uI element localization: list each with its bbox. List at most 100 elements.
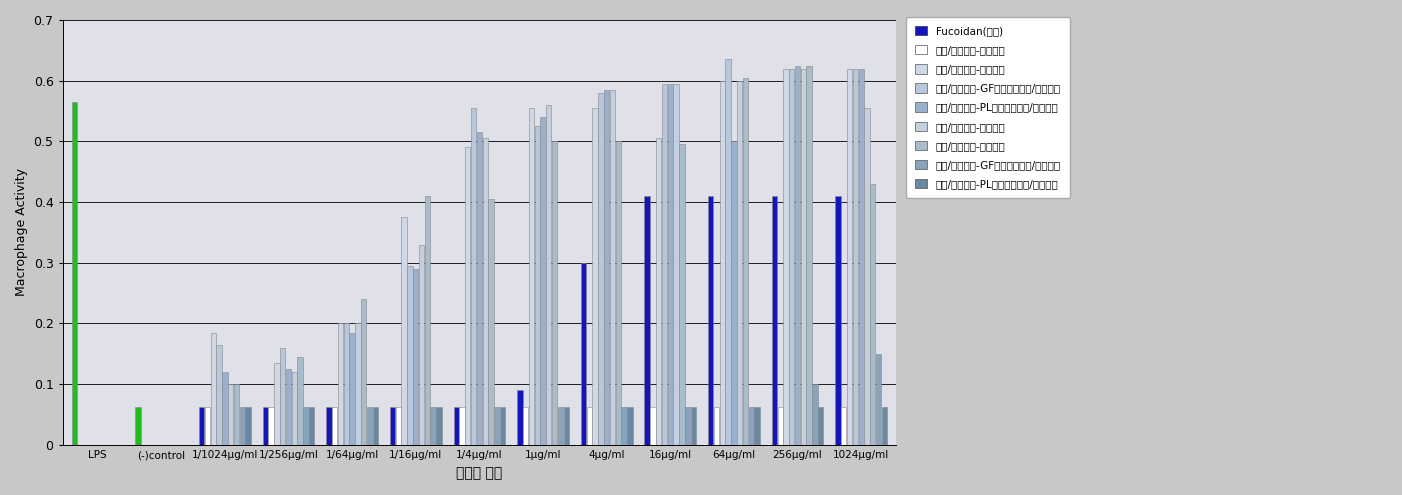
Bar bbox=[268, 407, 273, 445]
Bar bbox=[436, 407, 442, 445]
Bar bbox=[784, 69, 789, 445]
Bar bbox=[743, 78, 749, 445]
Bar bbox=[338, 324, 343, 445]
Bar bbox=[262, 407, 268, 445]
Bar bbox=[471, 108, 477, 445]
Bar bbox=[517, 390, 523, 445]
Bar bbox=[679, 145, 684, 445]
Bar bbox=[812, 384, 817, 445]
Bar bbox=[662, 84, 667, 445]
X-axis label: 과형분 농도: 과형분 농도 bbox=[456, 466, 502, 480]
Bar bbox=[349, 333, 355, 445]
Bar bbox=[858, 69, 864, 445]
Bar bbox=[401, 217, 407, 445]
Bar bbox=[673, 84, 679, 445]
Bar bbox=[754, 407, 760, 445]
Bar bbox=[836, 196, 841, 445]
Bar bbox=[604, 90, 610, 445]
Bar bbox=[355, 324, 360, 445]
Bar bbox=[615, 142, 621, 445]
Bar bbox=[852, 69, 858, 445]
Bar bbox=[229, 384, 233, 445]
Bar bbox=[430, 407, 436, 445]
Bar bbox=[327, 407, 332, 445]
Bar bbox=[501, 407, 505, 445]
Bar bbox=[523, 407, 529, 445]
Bar bbox=[714, 407, 719, 445]
Bar bbox=[395, 407, 401, 445]
Y-axis label: Macrophage Activity: Macrophage Activity bbox=[15, 168, 28, 297]
Bar bbox=[667, 84, 673, 445]
Bar bbox=[871, 184, 875, 445]
Bar bbox=[477, 132, 482, 445]
Bar bbox=[547, 105, 551, 445]
Bar bbox=[240, 407, 245, 445]
Bar bbox=[332, 407, 338, 445]
Legend: Fucoidan(해원), 롤잎/한방약초-실온추출, 롤잎/한방약초-열수추출, 롤잎/한방약초-GF버섯균사발효/효소처리, 롤잎/한방약초-PL버섯균사발: Fucoidan(해원), 롤잎/한방약초-실온추출, 롤잎/한방약초-열수추출… bbox=[906, 17, 1070, 198]
Bar bbox=[725, 59, 730, 445]
Bar bbox=[627, 407, 632, 445]
Bar bbox=[343, 324, 349, 445]
Bar bbox=[460, 407, 464, 445]
Bar bbox=[408, 266, 412, 445]
Bar bbox=[876, 354, 882, 445]
Bar bbox=[373, 407, 379, 445]
Bar bbox=[645, 196, 649, 445]
Bar bbox=[465, 148, 471, 445]
Bar bbox=[586, 407, 592, 445]
Bar bbox=[540, 117, 545, 445]
Bar bbox=[72, 102, 77, 445]
Bar bbox=[210, 333, 216, 445]
Bar bbox=[771, 196, 777, 445]
Bar bbox=[558, 407, 564, 445]
Bar bbox=[425, 196, 430, 445]
Bar bbox=[841, 407, 847, 445]
Bar bbox=[621, 407, 627, 445]
Bar bbox=[419, 245, 425, 445]
Bar bbox=[494, 407, 499, 445]
Bar bbox=[280, 348, 286, 445]
Bar bbox=[529, 108, 534, 445]
Bar bbox=[593, 108, 597, 445]
Bar bbox=[362, 299, 366, 445]
Bar bbox=[414, 269, 418, 445]
Bar bbox=[564, 407, 569, 445]
Bar bbox=[275, 363, 279, 445]
Bar bbox=[737, 81, 743, 445]
Bar bbox=[806, 65, 812, 445]
Bar bbox=[216, 345, 222, 445]
Bar bbox=[286, 369, 292, 445]
Bar bbox=[199, 407, 205, 445]
Bar bbox=[303, 407, 308, 445]
Bar bbox=[205, 407, 210, 445]
Bar bbox=[222, 372, 227, 445]
Bar bbox=[656, 139, 662, 445]
Bar bbox=[708, 196, 714, 445]
Bar bbox=[864, 108, 869, 445]
Bar bbox=[488, 199, 494, 445]
Bar bbox=[390, 407, 395, 445]
Bar bbox=[534, 126, 540, 445]
Bar bbox=[847, 69, 852, 445]
Bar bbox=[245, 407, 251, 445]
Bar bbox=[292, 372, 297, 445]
Bar bbox=[719, 81, 725, 445]
Bar bbox=[651, 407, 656, 445]
Bar bbox=[778, 407, 782, 445]
Bar bbox=[234, 384, 240, 445]
Bar bbox=[367, 407, 372, 445]
Bar bbox=[732, 142, 736, 445]
Bar bbox=[136, 407, 140, 445]
Bar bbox=[795, 65, 801, 445]
Bar bbox=[691, 407, 697, 445]
Bar bbox=[580, 263, 586, 445]
Bar bbox=[482, 139, 488, 445]
Bar bbox=[308, 407, 314, 445]
Bar bbox=[789, 69, 795, 445]
Bar bbox=[297, 357, 303, 445]
Bar bbox=[686, 407, 690, 445]
Bar bbox=[552, 142, 557, 445]
Bar bbox=[453, 407, 458, 445]
Bar bbox=[599, 93, 603, 445]
Bar bbox=[819, 407, 823, 445]
